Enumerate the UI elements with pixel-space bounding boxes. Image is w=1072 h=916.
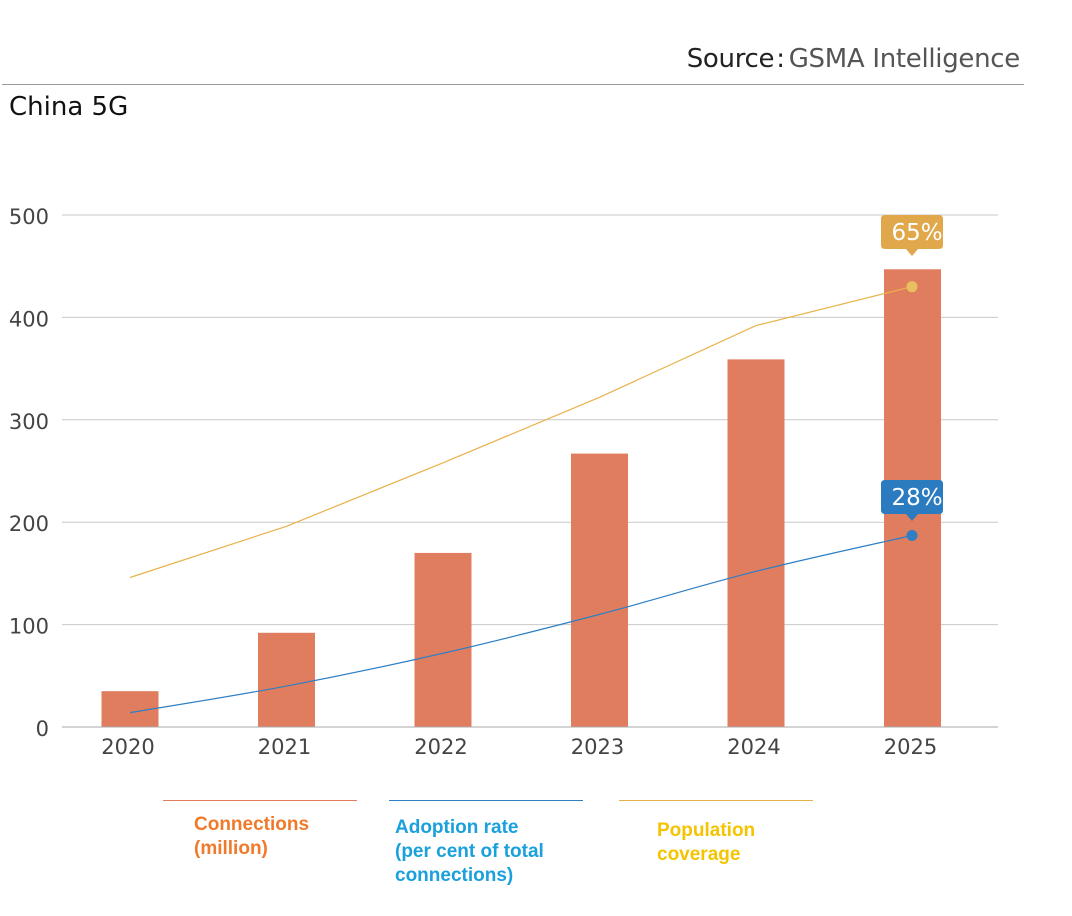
point-adoption-end	[906, 530, 918, 542]
source-caption: Source: GSMA Intelligence	[686, 44, 1021, 74]
y-tick-label-200: 200	[9, 512, 49, 536]
source-name: GSMA Intelligence	[788, 44, 1021, 74]
legend-population-swatch	[619, 800, 813, 801]
bar-2024	[727, 359, 785, 727]
y-tick-label-0: 0	[36, 717, 49, 741]
x-tick-label-2025: 2025	[884, 735, 937, 759]
x-tick-label-2022: 2022	[414, 735, 467, 759]
y-tick-label-100: 100	[9, 615, 49, 639]
callout-label-adoption: 28%	[891, 485, 942, 511]
legend-connections-swatch	[163, 800, 357, 801]
legend-adoption-swatch	[389, 800, 583, 801]
line-population	[129, 286, 913, 579]
header-divider	[2, 84, 1024, 85]
legend-adoption-label: Adoption rate (per cent of total connect…	[395, 817, 544, 886]
chart-title: China 5G	[9, 92, 129, 122]
y-tick-label-300: 300	[9, 410, 49, 434]
line-adoption	[129, 534, 913, 714]
source-label: Source	[686, 44, 775, 74]
y-tick-label-400: 400	[9, 307, 49, 331]
bar-2021	[258, 632, 315, 727]
source-separator: :	[776, 44, 785, 74]
x-tick-label-2023: 2023	[571, 735, 624, 759]
y-tick-label-500: 500	[9, 205, 49, 229]
legend-connections: Connections (million)	[163, 800, 357, 861]
bar-2023	[571, 453, 628, 727]
legend-population-label: Population coverage	[657, 820, 756, 865]
point-population-end	[906, 281, 918, 293]
legend-population: Population coverage	[619, 800, 813, 867]
callout-population	[881, 215, 943, 256]
legend-adoption: Adoption rate (per cent of total connect…	[389, 800, 583, 888]
callout-label-population: 65%	[891, 220, 942, 246]
x-tick-label-2020: 2020	[101, 735, 154, 759]
legend-connections-label: Connections (million)	[194, 814, 310, 859]
chart-area: 0 100 200 300 400 500 2020 2021 2022 2023 2024 2025…	[9, 205, 998, 759]
x-tick-label-2024: 2024	[727, 735, 780, 759]
bar-2022	[414, 552, 472, 727]
x-tick-label-2021: 2021	[258, 735, 311, 759]
callout-adoption	[881, 480, 943, 521]
